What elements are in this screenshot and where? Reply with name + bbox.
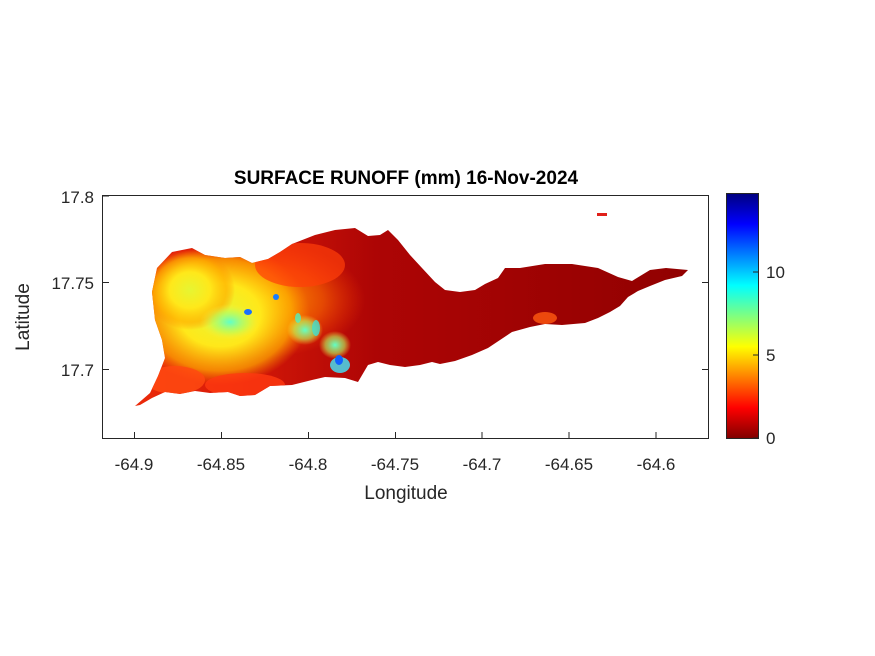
y-axis-label: Latitude — [13, 283, 34, 351]
x-tick-label: -64.65 — [545, 455, 593, 474]
chart-title: SURFACE RUNOFF (mm) 16-Nov-2024 — [234, 168, 579, 189]
x-tick-label: -64.7 — [463, 455, 502, 474]
x-axis-label: Longitude — [364, 483, 447, 504]
colorbar-tick-label: 5 — [766, 346, 775, 365]
y-tick-label: 17.75 — [51, 274, 94, 293]
y-ticks — [103, 195, 708, 370]
colorbar: 0 5 10 — [726, 193, 785, 448]
colorbar-tick-label: 10 — [766, 263, 785, 282]
x-tick-label: -64.75 — [371, 455, 419, 474]
y-tick-label: 17.8 — [61, 188, 94, 207]
x-tick-label: -64.85 — [197, 455, 245, 474]
islet — [597, 213, 607, 216]
colorbar-tick-label: 0 — [766, 429, 775, 448]
x-tick-label: -64.6 — [637, 455, 676, 474]
x-ticks — [134, 432, 657, 438]
x-tick-label: -64.9 — [115, 455, 154, 474]
x-tick-label: -64.8 — [289, 455, 328, 474]
y-tick-label: 17.7 — [61, 361, 94, 380]
